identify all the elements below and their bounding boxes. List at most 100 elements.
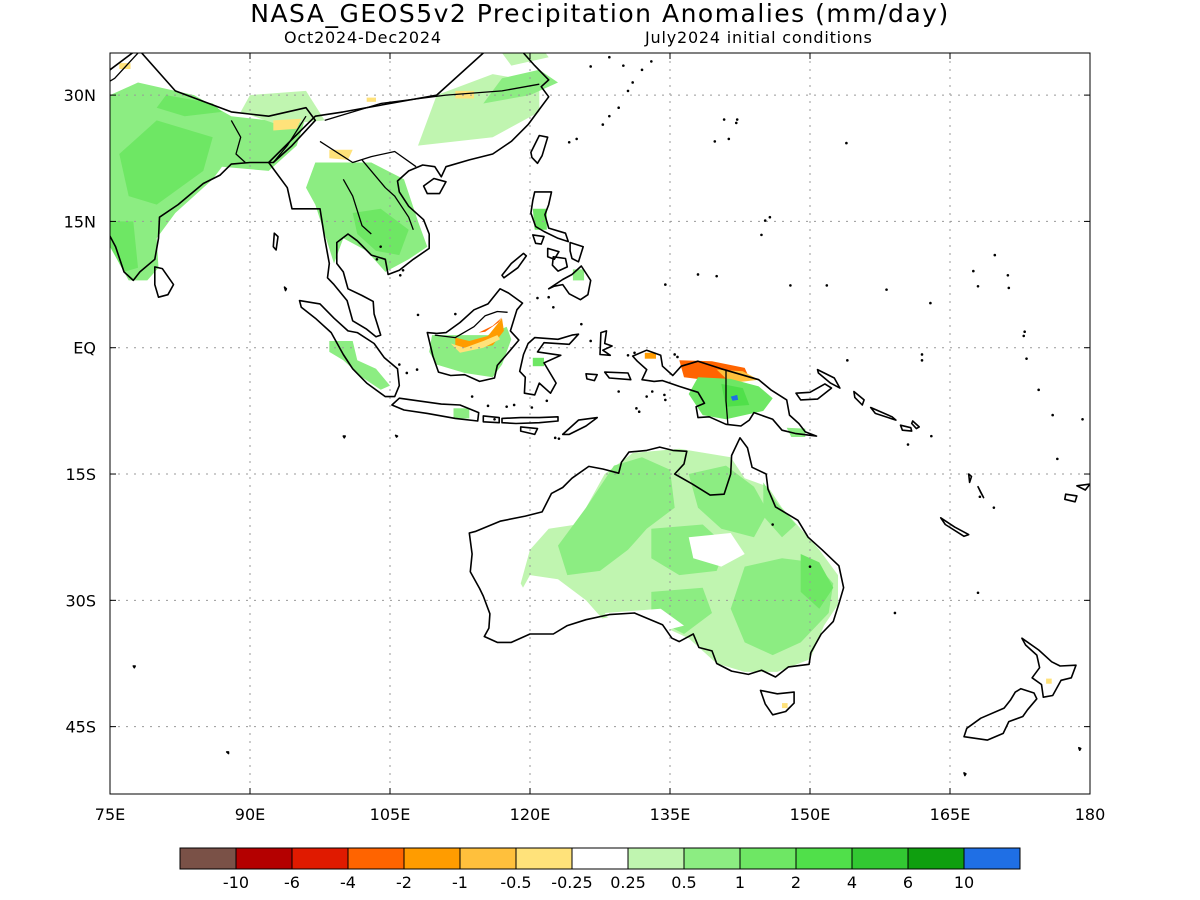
colorbar-label: 10 xyxy=(954,873,974,892)
island-dot xyxy=(617,390,620,393)
island-dot xyxy=(650,390,654,393)
new-guinea-coastline xyxy=(631,349,818,437)
solomon-3-coastline xyxy=(910,420,920,430)
island-dot xyxy=(398,274,402,277)
asia-east-coast-coastline xyxy=(267,53,550,338)
colorbar-label: -6 xyxy=(284,873,300,892)
island-dot xyxy=(1081,417,1084,421)
island-dot xyxy=(722,118,726,121)
bali-lombok-coastline xyxy=(482,415,500,424)
island-dot xyxy=(505,405,508,408)
colorbar-swatch xyxy=(347,847,405,870)
island-dot xyxy=(552,305,555,309)
island-dot xyxy=(601,123,605,126)
java-coastline xyxy=(391,397,480,422)
tiny-island-3-coastline xyxy=(342,435,346,439)
island-dot xyxy=(808,565,812,568)
lat-tick-label: 30N xyxy=(64,86,96,105)
island-dot xyxy=(976,284,980,288)
mindanao-anomaly-patch xyxy=(572,269,585,281)
himalaya-west-patch xyxy=(156,95,222,117)
sumbawa-flores-coastline xyxy=(501,416,559,425)
vanuatu-1-coastline xyxy=(967,473,973,484)
colorbar-label: 2 xyxy=(791,873,801,892)
island-dot xyxy=(547,295,550,299)
island-dot xyxy=(575,137,578,141)
colorbar-swatch xyxy=(851,847,909,870)
island-dot xyxy=(486,404,490,408)
colorbar-label: -2 xyxy=(396,873,412,892)
new-caledonia-coastline xyxy=(939,517,970,538)
tiny-island-1-coastline xyxy=(225,751,230,755)
island-dot xyxy=(375,258,379,261)
island-dot xyxy=(608,114,611,118)
coastlines xyxy=(110,53,1090,777)
island-dot xyxy=(763,219,767,222)
china-border xyxy=(319,140,417,168)
island-dot xyxy=(663,393,666,397)
sumatra-anomaly-patch xyxy=(329,341,390,390)
island-dot xyxy=(637,410,641,414)
lon-tick-label: 165E xyxy=(930,805,971,824)
lat-tick-label: 30S xyxy=(65,591,96,610)
colorbar-swatch xyxy=(963,847,1021,870)
island-dot xyxy=(673,353,676,356)
india-coast-coastline xyxy=(110,53,317,282)
china-yellow-2-patch xyxy=(366,97,376,102)
island-dot xyxy=(664,398,667,402)
tasmania-coastline xyxy=(759,689,795,716)
seram-coastline xyxy=(603,371,632,381)
nz-south-coastline xyxy=(963,687,1038,741)
colorbar-label: -0.5 xyxy=(500,873,531,892)
island-dot xyxy=(972,269,975,273)
island-dot xyxy=(608,55,611,59)
island-dot xyxy=(993,253,997,257)
colorbar-swatch xyxy=(403,847,461,870)
colorbar-swatch xyxy=(683,847,741,870)
lat-tick-label: EQ xyxy=(73,339,96,358)
island-dot xyxy=(1023,330,1026,334)
island-dot xyxy=(893,611,897,615)
mindoro-coastline xyxy=(532,234,545,245)
png-blue-patch xyxy=(730,394,739,401)
island-dot xyxy=(512,403,516,407)
andaman-coastline xyxy=(272,232,279,251)
colorbar-swatch xyxy=(627,847,685,870)
island-dot xyxy=(401,268,405,272)
australia-sw-white-patch xyxy=(520,575,605,630)
colorbar-label: -0.25 xyxy=(551,873,592,892)
india-south-patch xyxy=(110,221,138,272)
indochina-center-patch xyxy=(352,208,409,256)
colorbar-swatch xyxy=(459,847,517,870)
island-dot xyxy=(760,233,763,237)
colorbar: -10 -6 -4 -2 -1 -0.5 -0.25 0.25 0.5 1 2 4 6 10 xyxy=(179,847,1021,892)
island-dot xyxy=(470,395,474,398)
lon-tick-label: 75E xyxy=(95,805,125,824)
island-dot xyxy=(929,301,932,305)
colorbar-label: 0.25 xyxy=(610,873,646,892)
island-dot xyxy=(650,60,653,63)
island-dot xyxy=(978,495,982,499)
island-dot xyxy=(735,118,739,121)
colorbar-swatch xyxy=(907,847,965,870)
australia-light-1-patch xyxy=(558,457,675,576)
mindanao-coastline xyxy=(547,265,592,301)
season-label: Oct2024-Dec2024 xyxy=(284,28,442,47)
island-dot xyxy=(696,273,700,276)
buru-coastline xyxy=(585,373,598,382)
init-conditions-label: July2024 initial conditions xyxy=(645,28,873,47)
island-dot xyxy=(1007,286,1011,290)
island-dot xyxy=(976,591,980,595)
island-dot xyxy=(664,283,667,286)
island-dot xyxy=(493,417,496,421)
island-dot xyxy=(617,106,620,110)
island-dot xyxy=(536,296,539,300)
island-dot xyxy=(1006,274,1010,277)
island-dot xyxy=(1037,388,1040,392)
new-britain-coastline xyxy=(795,383,833,401)
island-dot xyxy=(734,121,738,125)
island-dot xyxy=(1022,334,1026,338)
lon-tick-label: 90E xyxy=(235,805,265,824)
colorbar-swatch xyxy=(291,847,349,870)
